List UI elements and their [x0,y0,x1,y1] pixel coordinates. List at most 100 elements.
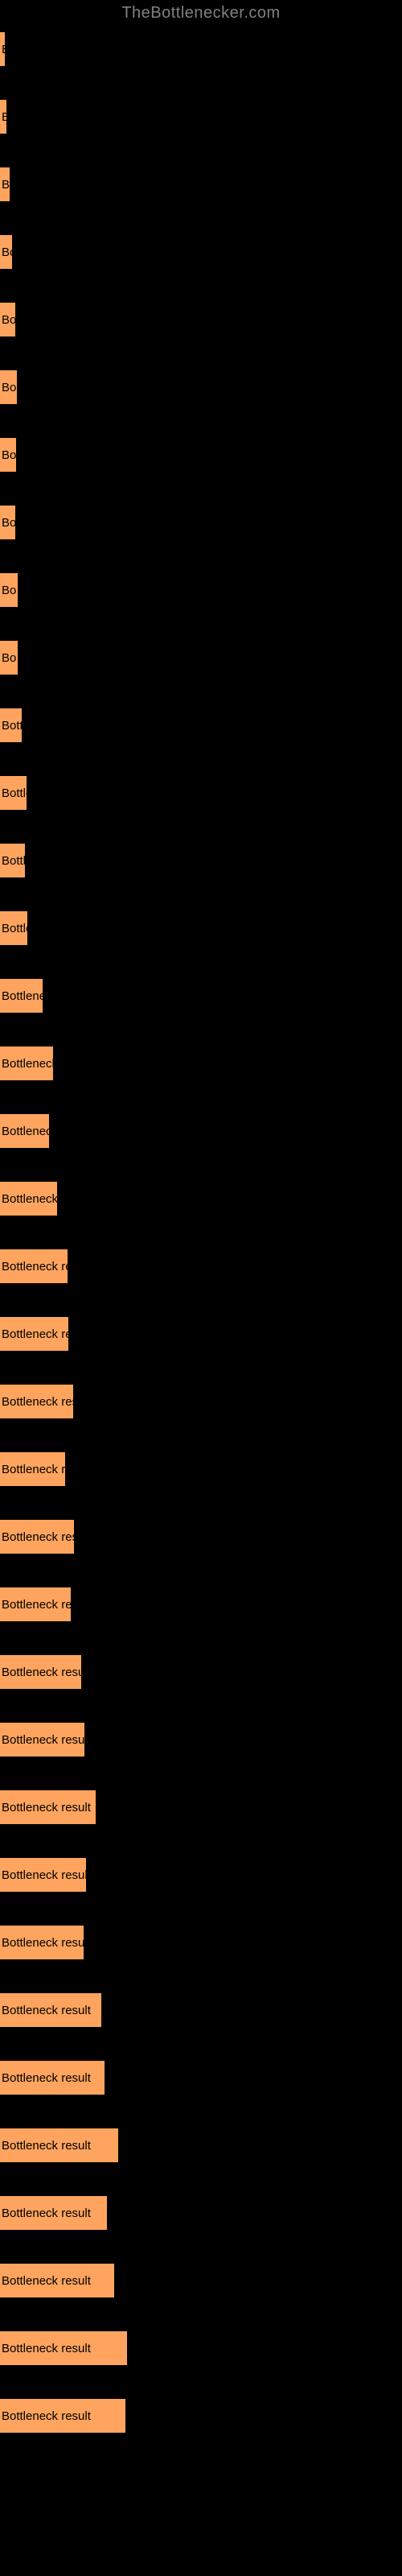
bar-row: Bottleneck result [0,2061,402,2095]
bar: Bottleneck result [0,2196,107,2230]
bar: Bott [0,708,22,742]
bar: B [0,100,6,134]
bar-row: Bottleneck res [0,1452,402,1486]
bar: Bottleneck result [0,1587,71,1621]
bar-label: Bo [2,584,16,597]
bar-label: Bo [2,246,12,259]
bar: Bottleneck result [0,2331,127,2365]
bar: Bottleneck result [0,1723,84,1757]
bar-row: Bo [0,506,402,539]
bar-label: Bo [2,448,16,462]
bar-row: Bottleneck result [0,2128,402,2162]
bar-label: Bottleneck result [2,1598,71,1612]
bar-label: Bo [2,651,16,665]
bar-row: Bottleneck result [0,1858,402,1892]
bar-label: Bottleneck r [2,1125,49,1138]
bar-row: Bo [0,573,402,607]
bar-row: Bottl [0,844,402,877]
bar-row: Bottleneck result [0,2331,402,2365]
bar: B [0,167,10,201]
bar-label: Bo [2,381,16,394]
bar-label: Bottleneck resu [2,1192,57,1206]
page-title: TheBottlenecker.com [121,4,280,23]
bar-row: Bottleneck result [0,1520,402,1554]
bar: Bottleneck resu [0,1182,57,1216]
bar-row: Bottleneck result [0,1790,402,1824]
bar-label: Bottleneck result [2,2342,91,2355]
bar-label: Bottleneck res [2,1057,53,1071]
bar-label: Bottleneck result [2,2004,91,2017]
bar-row: Bottleneck result [0,1993,402,2027]
bar-row: Bo [0,235,402,269]
bar: Bottleneck result [0,1317,68,1351]
bar: Bo [0,370,17,404]
bar-label: Bottleneck result [2,1530,74,1544]
bar: Bo [0,303,15,336]
bar: Bottleneck r [0,1114,49,1148]
bar: Bottleneck result [0,1385,73,1418]
bar-row: B [0,32,402,66]
bar-row: Bottleneck [0,979,402,1013]
bar: Bo [0,573,18,607]
bar: Bottleneck result [0,2128,118,2162]
bar-label: Bott [2,719,22,733]
bar-row: Bottle [0,911,402,945]
bar: Bottle [0,911,27,945]
bar-label: B [2,178,10,192]
bar: Bottleneck result [0,1520,74,1554]
bar: Bottle [0,776,27,810]
bar-label: Bottleneck result [2,1395,73,1409]
bar-label: Bottleneck result [2,2139,91,2153]
bar: Bottleneck res [0,1452,65,1486]
bar-row: Bottleneck result [0,2264,402,2297]
bar: Bottleneck result [0,2264,114,2297]
bar-row: B [0,100,402,134]
bar-row: Bottle [0,776,402,810]
bar: Bo [0,235,12,269]
bar-row: B [0,167,402,201]
bar-row: Bo [0,438,402,472]
bar: Bottleneck result [0,1993,101,2027]
bar-label: Bottleneck result [2,1260,68,1274]
bar-row: Bottleneck result [0,1249,402,1283]
bar-label: Bottleneck result [2,1936,84,1950]
bar-label: Bottleneck result [2,2274,91,2288]
bar: Bo [0,506,15,539]
bar: Bo [0,641,18,675]
bar-chart: B B B Bo Bo Bo Bo Bo Bo Bo Bott Bottle Bottl Bottle Bo… [0,32,402,2433]
bar-label: Bottleneck result [2,1666,81,1679]
bar-row: Bo [0,641,402,675]
bar-label: B [2,43,5,56]
bar: Bottleneck result [0,1249,68,1283]
bar-row: Bottleneck result [0,1385,402,1418]
bar-row: Bott [0,708,402,742]
bar-row: Bo [0,370,402,404]
bar-row: Bo [0,303,402,336]
bar-row: Bottleneck result [0,1317,402,1351]
bar: Bottleneck [0,979,43,1013]
bar: Bottl [0,844,25,877]
bar-row: Bottleneck r [0,1114,402,1148]
bar-label: Bottleneck res [2,1463,65,1476]
bar-row: Bottleneck res [0,1046,402,1080]
bar: Bottleneck result [0,2061,105,2095]
bar-label: Bottleneck result [2,1868,86,1882]
bar: Bottleneck result [0,1926,84,1959]
bar-row: Bottleneck result [0,1655,402,1689]
bar-label: Bottleneck result [2,2071,91,2085]
bar-label: Bo [2,313,15,327]
bar-label: Bo [2,516,15,530]
bar-row: Bottleneck result [0,2196,402,2230]
bar-row: Bottleneck result [0,1723,402,1757]
bar: Bottleneck result [0,1858,86,1892]
bar: Bottleneck result [0,1655,81,1689]
bar-label: Bottleneck result [2,1733,84,1747]
bar-row: Bottleneck result [0,1926,402,1959]
bar-label: Bottleneck result [2,1801,91,1814]
bar-label: Bottleneck result [2,1327,68,1341]
bar-label: Bottleneck result [2,2207,91,2220]
bar-label: Bottl [2,854,25,868]
bar-row: Bottleneck resu [0,1182,402,1216]
bar-label: Bottle [2,922,27,935]
bar-row: Bottleneck result [0,2399,402,2433]
